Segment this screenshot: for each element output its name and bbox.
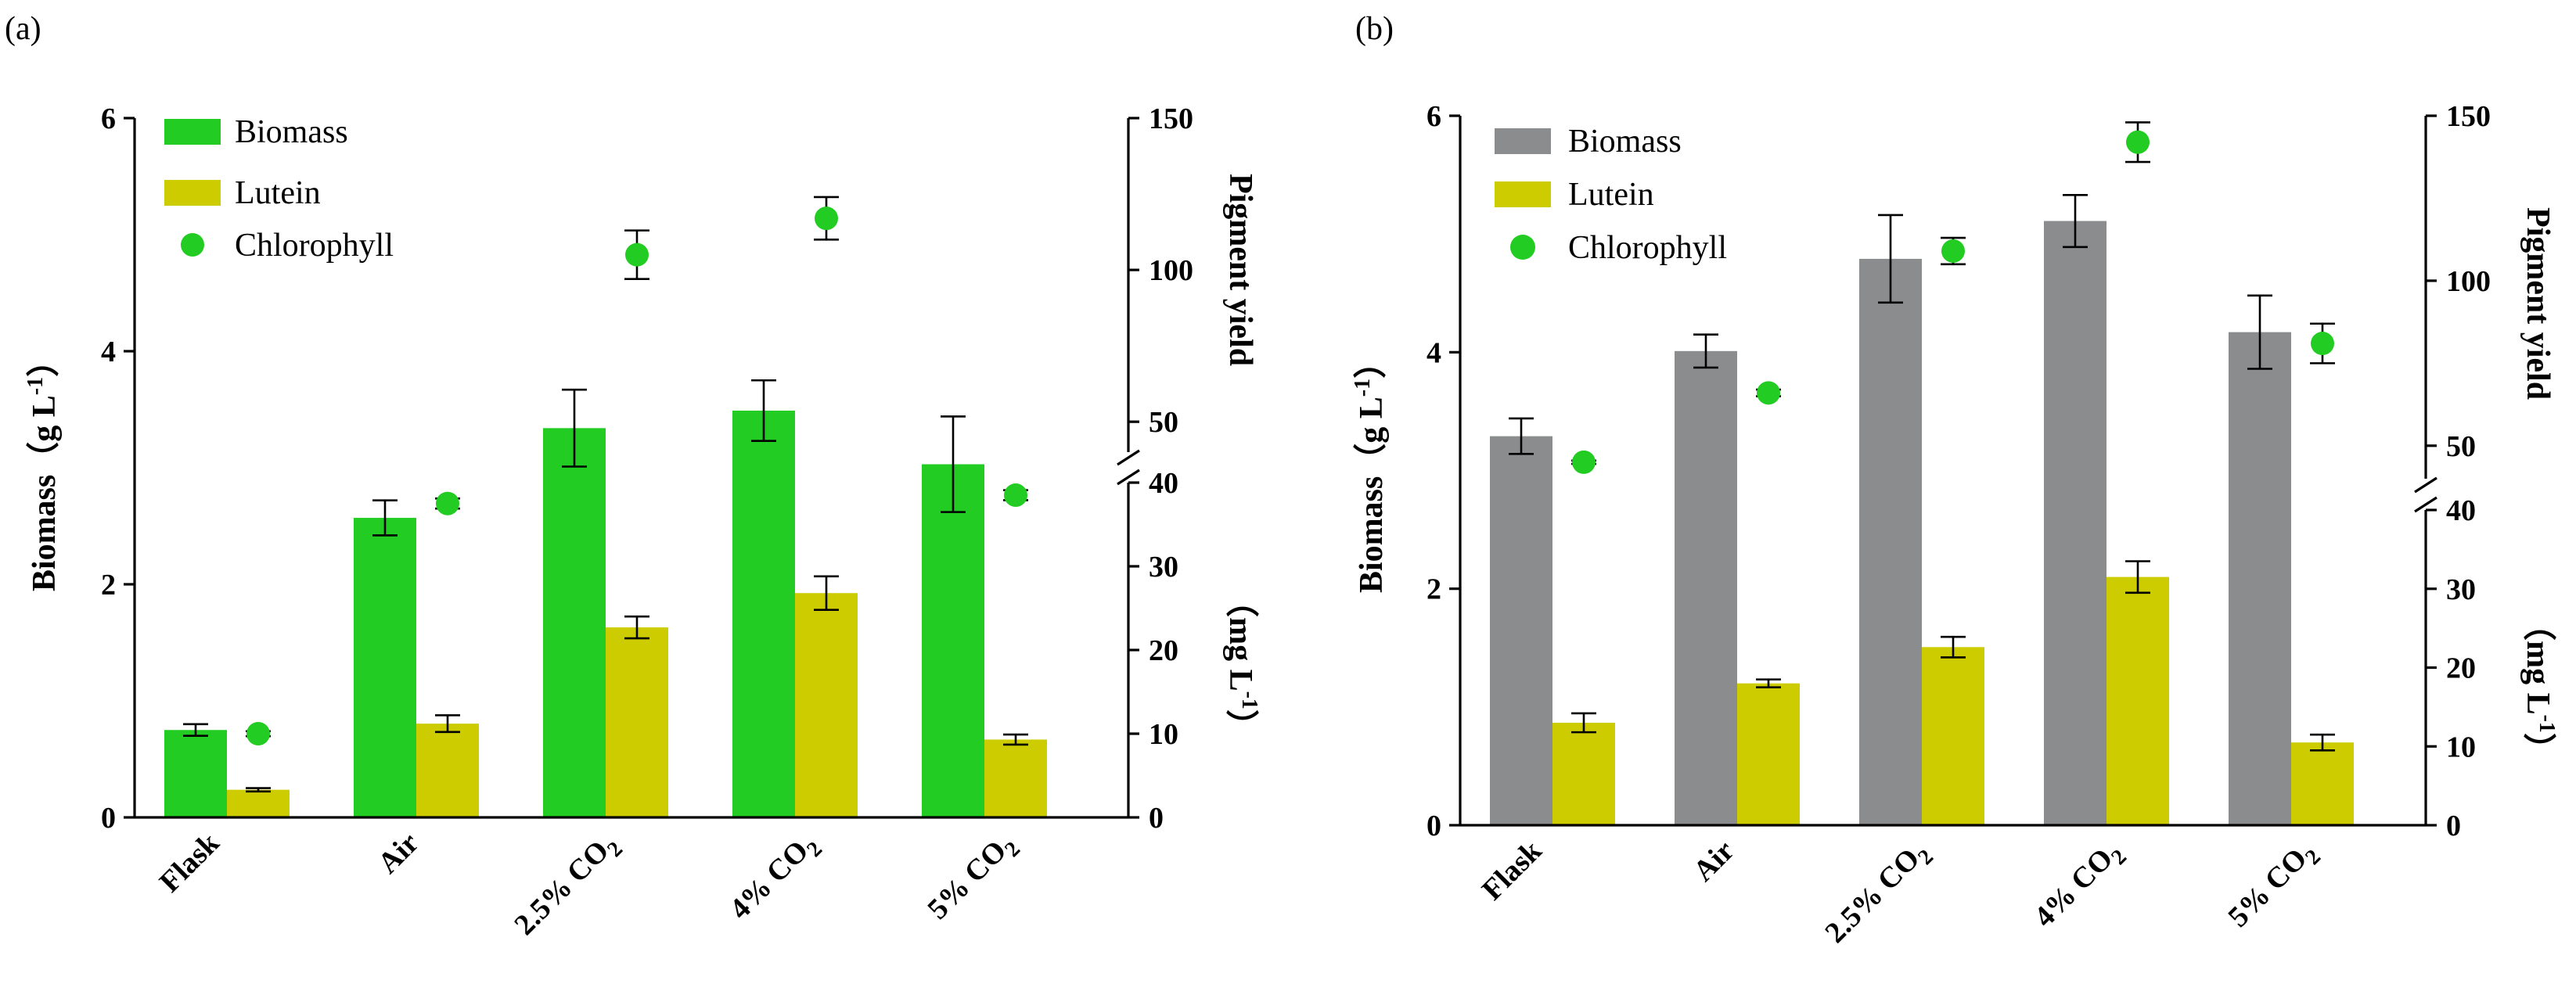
right-tick-label: 50 — [2446, 430, 2476, 463]
biomass-bar — [354, 518, 416, 817]
right-tick-label: 10 — [2446, 731, 2476, 763]
chlorophyll-point — [1572, 450, 1596, 474]
lutein-bar — [606, 627, 668, 817]
right-tick-label: 100 — [1149, 254, 1193, 287]
right-tick-label: 0 — [2446, 810, 2461, 842]
right-tick-label: 40 — [1149, 467, 1178, 500]
left-tick-label: 2 — [1427, 573, 1441, 606]
left-tick-label: 4 — [1427, 336, 1441, 369]
panel-b-left-axis-title: Biomass（g L-1） — [1351, 346, 1390, 593]
right-tick-label: 100 — [2446, 265, 2491, 298]
left-tick-label: 6 — [101, 102, 116, 135]
biomass-bar — [1675, 350, 1737, 825]
panel-a-axis-break-mark-lower — [1117, 469, 1140, 486]
lutein-bar — [1737, 683, 1800, 825]
panel-a-legend: Biomass Lutein Chlorophyll — [164, 114, 394, 264]
lutein-bar — [227, 789, 290, 817]
legend-label-lutein: Lutein — [235, 175, 321, 211]
panel-a-category-label: Flask — [153, 826, 226, 899]
panel-b-right-axis-title-lower: （mg L-1） — [2520, 608, 2559, 766]
chlorophyll-point — [625, 242, 649, 267]
legend-label-biomass: Biomass — [1568, 124, 1682, 160]
legend-swatch-lutein — [164, 180, 221, 206]
panel-a-right-axis-title-lower: （mg L-1） — [1222, 584, 1261, 742]
chlorophyll-point — [246, 722, 270, 745]
panel-b-category-label: Air — [1687, 835, 1741, 889]
biomass-bar — [732, 410, 795, 817]
panel-b-legend: Biomass Lutein Chlorophyll — [1495, 124, 1727, 266]
right-tick-label: 150 — [2446, 100, 2491, 133]
right-tick-label: 40 — [2446, 494, 2476, 527]
lutein-bar — [984, 739, 1047, 817]
left-tick-label: 6 — [1427, 100, 1441, 133]
panel-a-left-ticks: 0 2 4 6 — [101, 102, 135, 835]
panel-b-axis-break-mark-lower — [2414, 496, 2437, 513]
right-tick-label: 30 — [1149, 551, 1178, 584]
panel-b-axis-break-mark-upper — [2414, 476, 2437, 494]
right-tick-label: 20 — [2446, 652, 2476, 685]
panel-a-category-label: Air — [372, 827, 426, 881]
left-tick-label: 0 — [101, 802, 116, 835]
lutein-bar — [2291, 742, 2354, 825]
legend-marker-chlorophyll — [1510, 235, 1535, 260]
right-tick-label: 150 — [1149, 102, 1193, 135]
legend-label-biomass: Biomass — [235, 114, 348, 150]
biomass-bar — [1859, 258, 1922, 826]
panel-b-right-axis-title-upper: Pigment yield — [2520, 207, 2556, 400]
chlorophyll-point — [1757, 381, 1780, 405]
chlorophyll-point — [1004, 483, 1027, 508]
right-tick-label: 0 — [1149, 802, 1164, 835]
panel-label-b: (b) — [1355, 11, 1394, 47]
panel-a-left-axis-title: Biomass（g L-1） — [23, 344, 63, 591]
panel-b-plot — [1490, 121, 2354, 826]
lutein-bar — [416, 724, 479, 817]
panel-b-category-label: 2.5% CO2 — [1819, 835, 1938, 954]
lutein-bar — [795, 593, 858, 817]
panel-a-category-label: 5% CO2 — [921, 827, 1025, 931]
legend-marker-chlorophyll — [181, 233, 204, 257]
left-tick-label: 0 — [1427, 810, 1441, 842]
panel-b-category-label: 4% CO2 — [2027, 835, 2132, 939]
right-tick-label: 20 — [1149, 634, 1178, 667]
biomass-bar — [922, 464, 984, 817]
chlorophyll-point — [2311, 332, 2334, 356]
biomass-bar — [1490, 436, 1552, 825]
left-tick-label: 2 — [101, 569, 116, 602]
lutein-bar — [2106, 576, 2169, 825]
right-tick-label: 10 — [1149, 718, 1178, 751]
panel-b-right-ticks: 0 10 20 30 40 50 100 150 — [2426, 100, 2491, 842]
biomass-bar — [164, 730, 227, 817]
chlorophyll-point — [815, 206, 838, 231]
legend-swatch-biomass — [164, 119, 221, 145]
panel-a-right-axis-title-upper: Pigment yield — [1222, 174, 1258, 366]
legend-swatch-lutein — [1495, 181, 1551, 207]
biomass-bar — [543, 428, 606, 817]
legend-label-lutein: Lutein — [1568, 177, 1654, 213]
legend-label-chlorophyll: Chlorophyll — [235, 228, 394, 264]
lutein-bar — [1552, 723, 1615, 825]
panel-b: (b) 0 2 4 6 0 10 20 30 40 50 100 150 Biomass（g L-1… — [1351, 11, 2559, 954]
legend-label-chlorophyll: Chlorophyll — [1568, 230, 1727, 266]
panel-b-category-label: Flask — [1476, 834, 1549, 907]
legend-swatch-biomass — [1495, 128, 1551, 154]
biomass-bar — [2229, 332, 2291, 825]
panel-a: (a) 0 2 4 6 0 10 20 30 40 50 100 150 Biomass（g L-1… — [5, 11, 1261, 946]
right-tick-label: 50 — [1149, 406, 1178, 439]
panel-a-axis-break-mark-upper — [1117, 449, 1140, 466]
panel-a-plot — [164, 196, 1047, 817]
panel-a-right-ticks: 0 10 20 30 40 50 100 150 — [1128, 102, 1193, 835]
panel-a-category-label: 2.5% CO2 — [508, 827, 628, 946]
lutein-bar — [1922, 647, 1984, 825]
chlorophyll-point — [1941, 239, 1965, 263]
biomass-bar — [2044, 221, 2106, 825]
panel-b-left-ticks: 0 2 4 6 — [1427, 100, 1460, 842]
panel-a-category-label: 4% CO2 — [723, 827, 827, 931]
chlorophyll-point — [436, 491, 459, 515]
panel-label-a: (a) — [5, 11, 41, 47]
panel-b-category-label: 5% CO2 — [2222, 835, 2326, 939]
right-tick-label: 30 — [2446, 573, 2476, 606]
chlorophyll-point — [2126, 130, 2150, 154]
left-tick-label: 4 — [101, 336, 116, 368]
